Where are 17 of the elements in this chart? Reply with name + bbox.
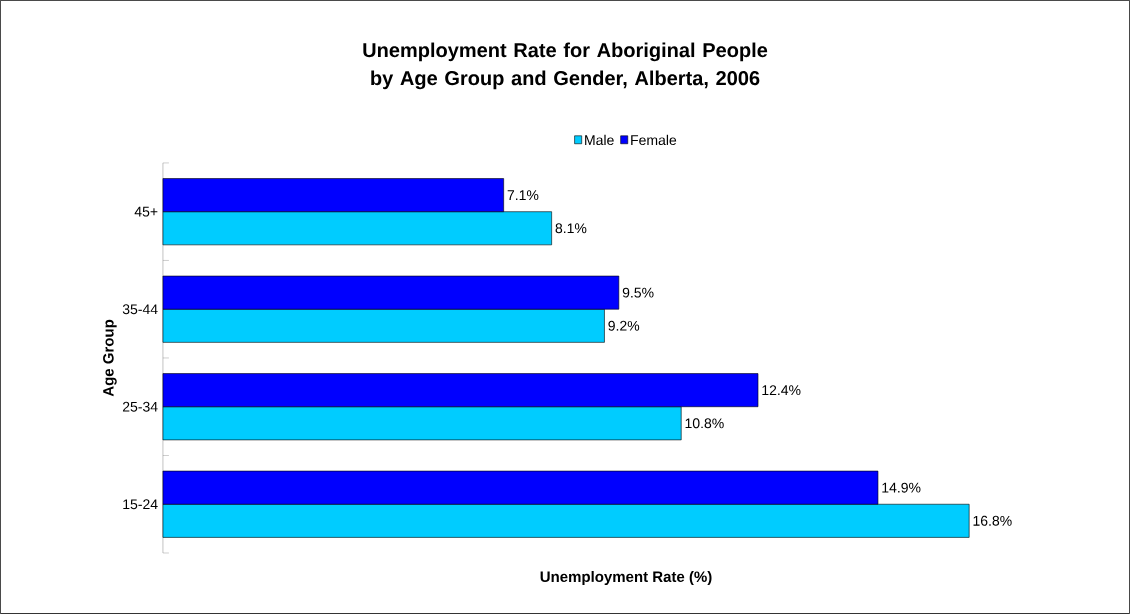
data-label: 9.5%	[622, 287, 654, 298]
data-label: 8.1%	[555, 223, 587, 234]
data-label: 14.9%	[882, 482, 921, 493]
y-tick-label: 25-34	[122, 401, 158, 412]
data-label: 9.2%	[608, 320, 640, 331]
data-label: 12.4%	[762, 385, 801, 396]
y-tick-label: 45+	[134, 206, 158, 217]
y-tick-label: 35-44	[122, 304, 158, 315]
legend-label: Male	[585, 134, 614, 146]
legend-label: Female	[631, 134, 677, 146]
data-label: 7.1%	[507, 190, 539, 201]
y-tick-label: 15-24	[123, 499, 158, 510]
y-axis-title: Age Group	[103, 319, 117, 397]
data-label: 10.8%	[685, 418, 724, 429]
data-label: 16.8%	[973, 515, 1012, 526]
x-axis-title: Unemployment Rate (%)	[540, 571, 712, 586]
chart-title: Unemployment Rate for Aboriginal People by Age Group and Gender, Alberta, 2006	[363, 42, 768, 90]
